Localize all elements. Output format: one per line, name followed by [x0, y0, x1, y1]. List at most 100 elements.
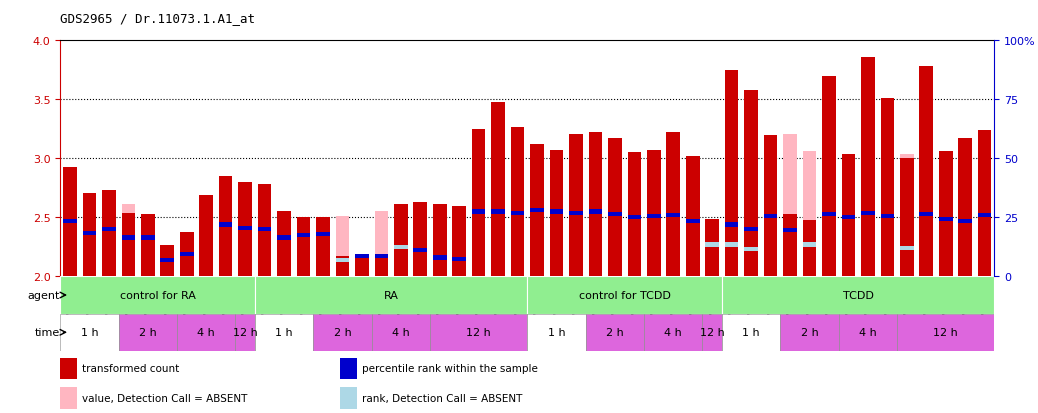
Bar [60, 387, 77, 409]
Bar [102, 228, 115, 232]
Text: 12 h: 12 h [466, 328, 491, 337]
Bar [958, 219, 972, 223]
Bar [141, 236, 155, 240]
Bar [725, 223, 738, 227]
Bar [647, 151, 660, 277]
Text: rank, Detection Call = ABSENT: rank, Detection Call = ABSENT [362, 393, 522, 403]
Bar [102, 191, 115, 277]
Bar [802, 243, 816, 247]
Bar [781, 314, 839, 351]
Text: 2 h: 2 h [800, 328, 818, 337]
Text: control for TCDD: control for TCDD [578, 290, 671, 300]
Bar [822, 77, 836, 277]
Bar [686, 219, 700, 223]
Bar [920, 67, 933, 277]
Text: transformed count: transformed count [82, 363, 179, 374]
Bar [297, 218, 310, 277]
Bar [121, 236, 135, 240]
Bar [784, 134, 797, 277]
Bar [236, 314, 254, 351]
Bar [725, 71, 738, 277]
Text: time: time [35, 328, 60, 337]
Bar [666, 214, 680, 218]
Bar [880, 215, 894, 219]
Bar [394, 211, 408, 277]
Bar [239, 226, 252, 230]
Text: 12 h: 12 h [933, 328, 958, 337]
Bar [433, 205, 446, 277]
Text: control for RA: control for RA [119, 290, 195, 300]
Bar [550, 151, 564, 277]
Bar [453, 257, 466, 261]
Text: agent: agent [28, 290, 60, 300]
Bar [472, 130, 486, 277]
Bar [722, 314, 781, 351]
Bar [647, 215, 660, 219]
Bar [644, 314, 703, 351]
Bar [453, 206, 466, 277]
Bar [744, 247, 758, 252]
Bar [569, 134, 582, 277]
Bar [340, 358, 357, 379]
Bar [527, 314, 585, 351]
Bar [355, 255, 368, 259]
Text: 12 h: 12 h [700, 328, 725, 337]
Bar [784, 214, 797, 277]
Bar [744, 91, 758, 277]
Bar [413, 217, 427, 277]
Bar [394, 205, 408, 277]
Bar [83, 193, 97, 277]
Bar [784, 229, 797, 233]
Bar [317, 226, 330, 277]
Bar [257, 187, 271, 277]
Bar [706, 224, 719, 277]
Bar [219, 223, 233, 227]
Bar [60, 314, 118, 351]
Bar [666, 133, 680, 277]
Text: value, Detection Call = ABSENT: value, Detection Call = ABSENT [82, 393, 247, 403]
Bar [585, 314, 644, 351]
Text: 1 h: 1 h [275, 328, 293, 337]
Bar [63, 219, 77, 223]
Bar [141, 214, 155, 277]
Bar [608, 139, 622, 277]
Bar [394, 245, 408, 249]
Bar [219, 177, 233, 277]
Bar [897, 314, 994, 351]
Bar [60, 358, 77, 379]
Bar [239, 183, 252, 277]
Bar [862, 211, 875, 215]
Bar [530, 209, 544, 213]
Bar [842, 154, 855, 277]
Bar [550, 210, 564, 214]
Bar [63, 167, 77, 277]
Bar [335, 258, 349, 262]
Bar [764, 215, 777, 219]
Bar [527, 277, 722, 314]
Bar [842, 216, 855, 220]
Bar [372, 314, 430, 351]
Text: 12 h: 12 h [233, 328, 257, 337]
Bar [335, 257, 349, 277]
Bar [978, 214, 991, 218]
Bar [744, 228, 758, 232]
Bar [277, 212, 291, 277]
Bar [608, 212, 622, 216]
Bar [839, 314, 897, 351]
Bar [118, 314, 176, 351]
Bar [375, 254, 388, 277]
Text: RA: RA [384, 290, 399, 300]
Text: TCDD: TCDD [843, 290, 874, 300]
Bar [161, 258, 174, 262]
Bar [257, 228, 271, 232]
Bar [511, 127, 524, 277]
Bar [900, 154, 913, 277]
Bar [628, 153, 641, 277]
Bar [254, 277, 527, 314]
Text: 1 h: 1 h [548, 328, 566, 337]
Bar [569, 211, 582, 215]
Bar [199, 195, 213, 277]
Bar [180, 232, 193, 277]
Bar [176, 314, 236, 351]
Bar [491, 210, 504, 214]
